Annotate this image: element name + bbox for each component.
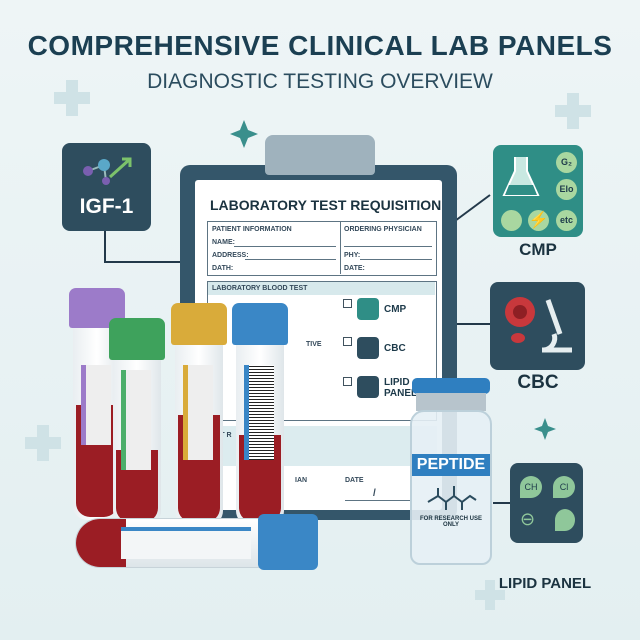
lipid-panel-tile: CH Cl ⊖ <box>510 463 583 543</box>
igf-1-label: IGF-1 <box>79 195 134 218</box>
page-title: COMPREHENSIVE CLINICAL LAB PANELS <box>27 30 613 61</box>
blood-cells-microscope-icon <box>505 297 572 353</box>
molecule-badge-icon <box>501 210 522 231</box>
vial-label: PEPTIDE <box>412 454 490 476</box>
peptide-vial: PEPTIDE FOR RESEARCH USE ONLY <box>410 410 492 565</box>
bottom-date-label: DATE <box>345 477 364 484</box>
microscope-icon <box>357 337 379 359</box>
blue-cap <box>232 303 288 345</box>
ch-drop-icon: CH <box>520 476 542 498</box>
igf-1-tile: IGF-1 <box>62 143 151 231</box>
badge-g2: G₂ <box>556 152 577 173</box>
bottom-date-field[interactable] <box>345 500 410 501</box>
date-separator: / <box>373 488 376 499</box>
droplets-icon <box>357 376 379 398</box>
molecule-icon <box>427 486 477 510</box>
clipboard-clip <box>265 135 375 175</box>
cmp-test-label: CMP <box>384 304 407 315</box>
blood-test-box: LABORATORY BLOOD TEST TIVE CMP CBC LIPID… <box>207 281 437 421</box>
badge-elo: Elo <box>556 179 577 200</box>
green-tube <box>113 340 161 525</box>
ordering-physician-label: ORDERING PHYSICIAN <box>344 226 422 233</box>
lightning-icon: ⚡ <box>528 210 549 231</box>
phy-field[interactable] <box>360 259 432 260</box>
cbc-label: CBC <box>517 372 559 393</box>
flask-icon <box>502 157 540 196</box>
name-label: NAME: <box>212 239 235 246</box>
cbc-checkbox[interactable] <box>343 337 352 346</box>
cmp-checkbox[interactable] <box>343 299 352 308</box>
address-label: ADDRESS: <box>212 252 249 259</box>
info-box: PATIENT INFORMATION NAME: ADDRESS: DATH:… <box>207 221 437 276</box>
gold-tube <box>175 325 223 525</box>
vial-crimp <box>416 393 486 411</box>
badge-etc: etc <box>556 210 577 231</box>
vial-cap <box>412 378 490 394</box>
lying-tube-cap <box>258 514 318 570</box>
molecule-arrow-icon <box>83 157 132 185</box>
bottom-physician-label: IAN <box>295 477 308 484</box>
form-title: LABORATORY TEST REQUISITION <box>210 197 442 213</box>
flask-icon <box>357 298 379 320</box>
address-field[interactable] <box>245 259 336 260</box>
cmp-tile: G₂ Elo ⚡ etc <box>493 145 583 237</box>
phy-label: PHY: <box>344 252 361 259</box>
patient-info-label: PATIENT INFORMATION <box>212 226 292 233</box>
gold-cap <box>171 303 227 345</box>
green-cap <box>109 318 165 360</box>
cbc-tile <box>490 282 585 370</box>
lipid-panel-label: LIPID PANEL <box>498 575 592 592</box>
cbc-test-label: CBC <box>384 343 406 354</box>
page-subtitle: DIAGNOSTIC TESTING OVERVIEW <box>147 70 493 93</box>
magnifier-icon: ⊖ <box>520 509 536 529</box>
cmp-label: CMP <box>519 240 557 259</box>
drop-icon <box>555 509 575 531</box>
lipid-test-label: LIPID PANEL <box>384 377 418 399</box>
lying-tube <box>75 518 265 568</box>
requisition-form: LABORATORY TEST REQUISITION PATIENT INFO… <box>195 180 442 510</box>
name-field[interactable] <box>234 246 336 247</box>
physician-field[interactable] <box>344 246 432 247</box>
vial-note: FOR RESEARCH USE ONLY <box>419 516 482 528</box>
blood-test-label: LABORATORY BLOOD TEST <box>212 285 308 292</box>
blue-tube <box>236 325 284 525</box>
dath-label: DATH: <box>212 265 234 272</box>
date-label: DATE: <box>344 265 365 272</box>
lipid-checkbox[interactable] <box>343 377 352 386</box>
partial-test-item: TIVE <box>306 341 322 348</box>
cl-drop-icon: Cl <box>553 476 575 498</box>
